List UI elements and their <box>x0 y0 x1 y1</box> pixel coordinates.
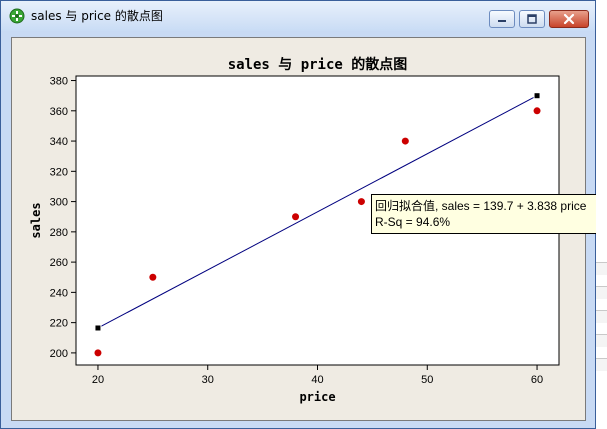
y-tick-label: 200 <box>50 348 68 360</box>
y-tick-label: 220 <box>50 318 68 330</box>
data-point <box>94 349 102 357</box>
close-button[interactable] <box>549 10 589 28</box>
background-window-edge <box>596 0 607 429</box>
regression-endpoint-marker <box>533 92 541 100</box>
y-tick-label: 360 <box>50 106 68 118</box>
x-tick-label: 30 <box>202 374 214 386</box>
window-title: sales 与 price 的散点图 <box>31 9 163 23</box>
y-tick-label: 300 <box>50 197 68 209</box>
data-point <box>401 137 409 145</box>
close-icon <box>563 13 575 25</box>
background-row <box>596 334 607 347</box>
y-axis-label: sales <box>29 202 43 238</box>
x-tick-label: 60 <box>531 374 543 386</box>
data-point <box>149 273 157 281</box>
y-tick-label: 340 <box>50 136 68 148</box>
y-tick-label: 320 <box>50 166 68 178</box>
title-bar[interactable]: sales 与 price 的散点图 <box>1 1 595 31</box>
background-row <box>596 310 607 323</box>
data-point <box>292 213 300 221</box>
tooltip-rsq: R-Sq = 94.6% <box>375 215 451 229</box>
background-row <box>596 262 607 275</box>
regression-line <box>97 95 538 329</box>
y-tick-label: 380 <box>50 76 68 88</box>
regression-endpoint-marker <box>94 324 102 332</box>
minimize-button[interactable] <box>489 10 515 28</box>
regression-tooltip: 回归拟合值, sales = 139.7 + 3.838 price R-Sq … <box>371 194 607 234</box>
y-tick-label: 240 <box>50 287 68 299</box>
maximize-button[interactable] <box>519 10 545 28</box>
background-row <box>596 286 607 299</box>
data-point <box>357 198 365 206</box>
x-tick-label: 50 <box>421 374 433 386</box>
tooltip-equation: 回归拟合值, sales = 139.7 + 3.838 price <box>375 199 587 213</box>
x-axis-label: price <box>299 390 335 404</box>
minitab-graph-icon <box>9 8 25 24</box>
minimize-icon <box>498 20 506 22</box>
x-tick-label: 40 <box>311 374 323 386</box>
y-tick-label: 260 <box>50 257 68 269</box>
data-point <box>533 107 541 115</box>
y-tick-label: 280 <box>50 227 68 239</box>
chart-title: sales 与 price 的散点图 <box>228 56 408 73</box>
maximize-icon <box>527 14 537 24</box>
x-tick-label: 20 <box>92 374 104 386</box>
background-row <box>596 358 607 371</box>
